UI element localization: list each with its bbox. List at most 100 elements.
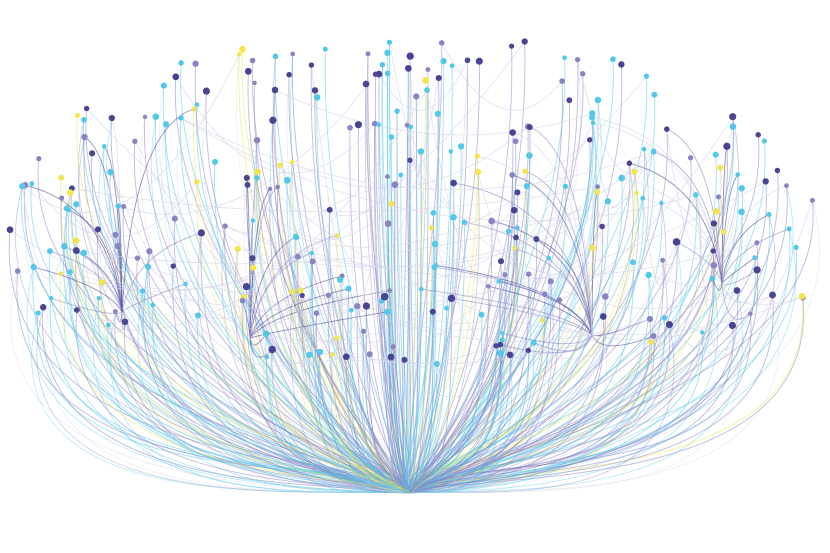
hub-edge: [324, 49, 409, 494]
hub-edge: [404, 239, 537, 494]
graph-node: [267, 186, 273, 192]
graph-node: [651, 91, 658, 98]
graph-node: [449, 63, 455, 69]
graph-node: [309, 250, 314, 256]
hub-edge: [410, 308, 448, 494]
graph-node: [720, 229, 727, 235]
graph-node: [345, 285, 352, 292]
graph-node: [509, 171, 516, 178]
hub-edge: [406, 181, 767, 494]
graph-node: [292, 233, 300, 241]
hub-edge: [407, 81, 563, 494]
graph-node: [40, 304, 47, 311]
graph-node: [178, 115, 184, 121]
cluster-edge: [536, 238, 593, 336]
graph-node: [659, 200, 664, 206]
cluster-edge: [500, 334, 593, 354]
cluster-edge: [249, 252, 312, 339]
graph-node: [67, 269, 73, 275]
hub-edge: [407, 151, 655, 494]
graph-node: [712, 151, 719, 158]
graph-node: [29, 181, 35, 187]
graph-node: [748, 311, 753, 316]
hub-edge: [69, 272, 409, 494]
cross-edge: [274, 89, 593, 136]
graph-node: [132, 138, 138, 144]
graph-node: [735, 172, 741, 177]
hub-edge: [31, 312, 409, 494]
graph-node: [497, 258, 505, 265]
graph-node: [80, 249, 88, 257]
hub-edge: [407, 314, 484, 494]
graph-node: [661, 315, 668, 321]
graph-node: [510, 206, 518, 214]
graph-node: [645, 271, 652, 279]
graph-node: [499, 337, 505, 343]
cross-edge: [389, 42, 535, 360]
hub-edge: [26, 267, 409, 494]
graph-node: [239, 297, 246, 304]
hub-edge: [63, 246, 412, 494]
graph-node: [325, 292, 332, 298]
hub-edge: [327, 295, 408, 494]
graph-node: [162, 121, 170, 128]
hub-edge: [408, 146, 728, 494]
graph-node: [366, 351, 373, 358]
graph-node: [700, 330, 705, 335]
graph-node: [566, 97, 573, 104]
graph-node: [14, 268, 21, 274]
graph-node: [299, 292, 305, 299]
graph-node: [112, 231, 119, 238]
graph-node: [394, 108, 400, 114]
graph-node: [648, 339, 655, 345]
graph-node: [438, 40, 445, 46]
graph-node: [385, 174, 390, 179]
hub-edge: [407, 290, 744, 494]
graph-node: [514, 189, 521, 196]
hub-edge: [143, 266, 409, 494]
cross-edge: [591, 117, 630, 209]
cluster-edge: [621, 177, 723, 284]
graph-node: [580, 71, 586, 77]
graph-node: [786, 226, 792, 232]
graph-node: [306, 351, 313, 358]
hub-edge: [75, 309, 407, 494]
graph-node: [390, 344, 396, 350]
graph-node: [47, 248, 53, 255]
cluster-edge: [676, 241, 723, 284]
hub-edge: [409, 317, 666, 494]
cluster-edge: [249, 311, 388, 339]
hub-edge: [148, 251, 412, 494]
hub-edge: [406, 126, 413, 494]
graph-node: [522, 168, 528, 174]
cross-edge: [175, 76, 376, 174]
cluster-edge: [629, 162, 723, 284]
graph-node: [239, 45, 246, 53]
graph-node: [404, 65, 412, 72]
hub-edge: [378, 124, 410, 494]
cluster-edge: [502, 332, 593, 345]
graph-node: [431, 264, 438, 271]
hub-edge: [161, 124, 409, 494]
graph-node: [444, 305, 450, 311]
graph-node: [729, 123, 737, 130]
graph-node: [559, 78, 565, 84]
cluster-edge: [514, 247, 593, 336]
graph-node: [640, 195, 646, 201]
graph-node: [448, 149, 454, 154]
hub-edge: [330, 354, 409, 494]
cluster-edge: [249, 288, 349, 339]
graph-node: [729, 113, 737, 121]
cross-edge: [201, 232, 503, 365]
graph-node: [755, 132, 761, 138]
graph-node: [72, 247, 80, 255]
cluster-edge: [249, 296, 385, 339]
graph-node: [431, 240, 439, 248]
cluster-edge: [197, 315, 251, 339]
graph-node: [384, 70, 391, 77]
graph-node: [254, 175, 260, 181]
graph-node: [407, 157, 413, 163]
graph-node: [762, 178, 769, 185]
cross-edge: [71, 186, 598, 213]
